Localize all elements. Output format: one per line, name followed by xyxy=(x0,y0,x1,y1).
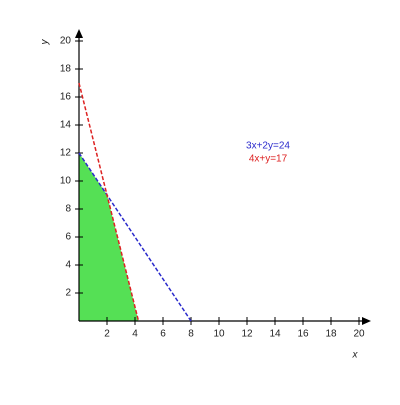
constraint-line xyxy=(78,152,192,322)
x-tick-label: 14 xyxy=(269,329,281,340)
y-tick-label: 2 xyxy=(65,288,71,299)
y-tick-label: 20 xyxy=(60,36,72,47)
y-tick-label: 18 xyxy=(60,64,72,75)
x-tick-label: 10 xyxy=(213,329,225,340)
x-axis-arrow xyxy=(362,317,371,325)
x-tick-label: 6 xyxy=(160,329,166,340)
x-tick-label: 18 xyxy=(325,329,337,340)
legend-label: 3x+2y=24 xyxy=(246,141,290,152)
y-tick-label: 10 xyxy=(60,176,72,187)
constraint-line xyxy=(78,82,140,322)
y-tick-label: 6 xyxy=(65,232,71,243)
y-tick-label: 14 xyxy=(60,120,72,131)
feasible-region xyxy=(79,153,139,321)
y-tick-label: 12 xyxy=(60,148,72,159)
legend-label: 4x+y=17 xyxy=(249,154,288,165)
x-tick-label: 20 xyxy=(353,329,365,340)
x-axis-label: x xyxy=(352,350,359,361)
x-tick-label: 2 xyxy=(104,329,110,340)
y-axis-arrow xyxy=(75,29,83,38)
x-tick-label: 8 xyxy=(188,329,194,340)
y-tick-label: 8 xyxy=(65,204,71,215)
x-tick-label: 12 xyxy=(241,329,253,340)
y-axis-label: y xyxy=(40,39,51,46)
y-tick-label: 4 xyxy=(65,260,71,271)
y-tick-label: 16 xyxy=(60,92,72,103)
x-tick-label: 16 xyxy=(297,329,309,340)
x-tick-label: 4 xyxy=(132,329,138,340)
